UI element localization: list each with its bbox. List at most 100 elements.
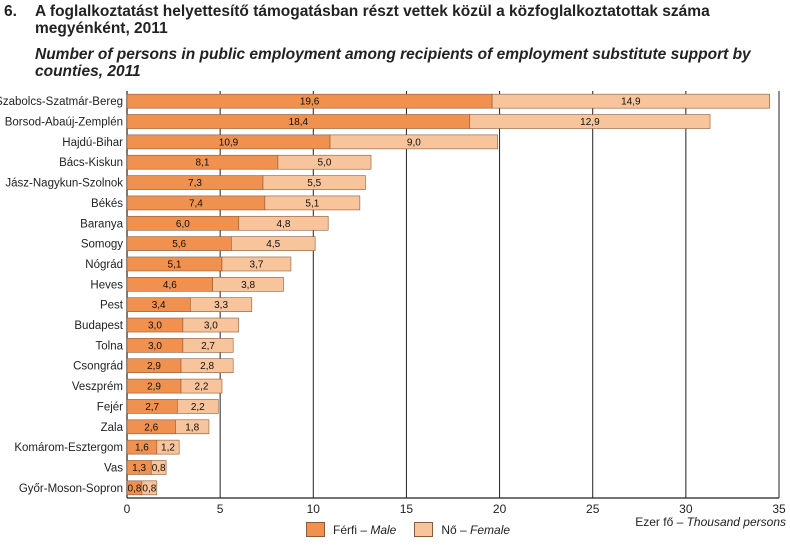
x-tick-label: 0 bbox=[124, 502, 131, 516]
data-label-female: 0,8 bbox=[152, 463, 166, 474]
category-label: Zala bbox=[101, 422, 124, 434]
category-label: Csongrád bbox=[73, 361, 123, 373]
data-label-female: 3,8 bbox=[241, 280, 255, 291]
legend-item-male: Férfi – Male bbox=[306, 522, 396, 537]
legend-label-male: Férfi – Male bbox=[333, 522, 397, 537]
category-label: Hajdú-Bihar bbox=[62, 137, 123, 149]
data-label-male: 1,6 bbox=[135, 443, 149, 454]
bar-segment-female bbox=[262, 175, 366, 190]
data-label-female: 14,9 bbox=[621, 97, 641, 108]
data-label-male: 19,6 bbox=[300, 97, 320, 108]
unit-label: Ezer fő – Thousand persons bbox=[635, 515, 786, 529]
bar-segment-female bbox=[491, 93, 770, 109]
data-label-male: 2,9 bbox=[147, 361, 161, 372]
title-english: Number of persons in public employment a… bbox=[35, 46, 751, 80]
bar-segment-female bbox=[221, 256, 292, 272]
category-label: Jász-Nagykun-Szolnok bbox=[5, 178, 123, 190]
bar-segment-female bbox=[190, 297, 253, 312]
data-label-female: 1,8 bbox=[185, 422, 199, 433]
category-label: Budapest bbox=[74, 320, 123, 332]
data-label-female: 5,5 bbox=[307, 178, 321, 189]
x-tick-label: 10 bbox=[307, 502, 321, 516]
data-label-female: 5,0 bbox=[318, 158, 332, 169]
data-label-male: 7,3 bbox=[188, 178, 202, 189]
legend-swatch-male bbox=[306, 522, 325, 537]
bar-segment-female bbox=[277, 154, 372, 170]
x-tick-label: 30 bbox=[679, 502, 693, 516]
data-label-female: 2,8 bbox=[200, 361, 214, 372]
bar-segment-female bbox=[238, 215, 329, 231]
x-tick-label: 25 bbox=[586, 502, 600, 516]
category-label: Veszprém bbox=[72, 381, 123, 393]
x-tick-label: 5 bbox=[217, 502, 224, 516]
x-tick-label: 15 bbox=[400, 502, 414, 516]
legend-swatch-female bbox=[414, 522, 434, 537]
bar-segment-female bbox=[180, 358, 234, 374]
data-label-female: 12,9 bbox=[580, 117, 600, 128]
legend-item-female: Nő – Female bbox=[414, 522, 510, 537]
bar-segment-female bbox=[150, 460, 167, 475]
data-label-male: 1,3 bbox=[132, 463, 146, 474]
category-label: Tolna bbox=[96, 340, 124, 352]
data-label-female: 9,0 bbox=[407, 137, 421, 148]
legend-label-female: Nő – Female bbox=[441, 522, 511, 537]
data-label-female: 2,2 bbox=[191, 402, 205, 413]
data-label-female: 4,5 bbox=[266, 239, 280, 250]
bar-segment-female bbox=[182, 338, 234, 353]
data-label-female: 3,3 bbox=[214, 300, 228, 311]
category-label: Szabolcs-Szatmár-Bereg bbox=[0, 96, 123, 108]
bar-segment-female bbox=[329, 134, 499, 150]
data-label-male: 3,0 bbox=[148, 341, 162, 352]
category-label: Békés bbox=[91, 198, 123, 210]
data-label-male: 10,9 bbox=[219, 137, 239, 148]
data-label-female: 5,1 bbox=[305, 198, 319, 209]
bar-segment-female bbox=[180, 378, 223, 394]
data-label-male: 7,4 bbox=[189, 198, 203, 209]
category-label: Borsod-Abaúj-Zemplén bbox=[5, 117, 123, 129]
bar-segment-female bbox=[212, 277, 284, 292]
data-label-male: 18,4 bbox=[289, 117, 309, 128]
data-label-male: 0,8 bbox=[127, 483, 141, 494]
data-label-male: 4,6 bbox=[163, 280, 177, 291]
legend: Férfi – Male Nő – Female bbox=[306, 522, 528, 537]
category-label: Heves bbox=[90, 279, 123, 291]
data-label-male: 6,0 bbox=[176, 219, 190, 230]
category-label: Bács-Kiskun bbox=[59, 157, 123, 169]
data-label-female: 3,0 bbox=[204, 321, 218, 332]
data-label-male: 2,7 bbox=[145, 402, 159, 413]
category-label: Győr-Moson-Sopron bbox=[19, 483, 123, 495]
category-label: Pest bbox=[100, 300, 124, 312]
bar-segment-female bbox=[175, 419, 210, 435]
data-label-male: 3,4 bbox=[152, 300, 166, 311]
data-label-female: 1,2 bbox=[161, 443, 175, 454]
bar-segment-female bbox=[156, 439, 180, 455]
data-label-female: 2,2 bbox=[195, 382, 209, 393]
category-label: Komárom-Esztergom bbox=[14, 442, 123, 454]
data-label-female: 2,7 bbox=[201, 341, 215, 352]
bar-segment-female bbox=[141, 480, 158, 496]
bar-segment-female bbox=[264, 195, 361, 211]
title-hungarian: A foglalkoztatást helyettesítő támogatás… bbox=[35, 3, 710, 37]
data-label-male: 5,1 bbox=[168, 259, 182, 270]
bar-segment-female bbox=[231, 236, 316, 251]
data-label-female: 4,8 bbox=[277, 219, 291, 230]
x-tick-label: 35 bbox=[772, 502, 786, 516]
figure-number: 6. bbox=[4, 3, 17, 20]
data-label-female: 3,7 bbox=[250, 259, 264, 270]
category-label: Somogy bbox=[81, 239, 123, 251]
bar-segment-female bbox=[182, 317, 240, 333]
data-label-female: 0,8 bbox=[142, 483, 156, 494]
data-label-male: 2,6 bbox=[144, 422, 158, 433]
category-label: Nógrád bbox=[85, 259, 123, 271]
data-label-male: 3,0 bbox=[148, 321, 162, 332]
category-label: Baranya bbox=[80, 218, 123, 230]
category-label: Vas bbox=[104, 462, 123, 474]
data-label-male: 8,1 bbox=[195, 158, 209, 169]
category-label: Fejér bbox=[97, 401, 123, 413]
bar-segment-female bbox=[176, 399, 219, 414]
data-label-male: 2,9 bbox=[147, 382, 161, 393]
bar-segment-female bbox=[469, 114, 711, 129]
x-tick-label: 20 bbox=[493, 502, 507, 516]
data-label-male: 5,6 bbox=[172, 239, 186, 250]
